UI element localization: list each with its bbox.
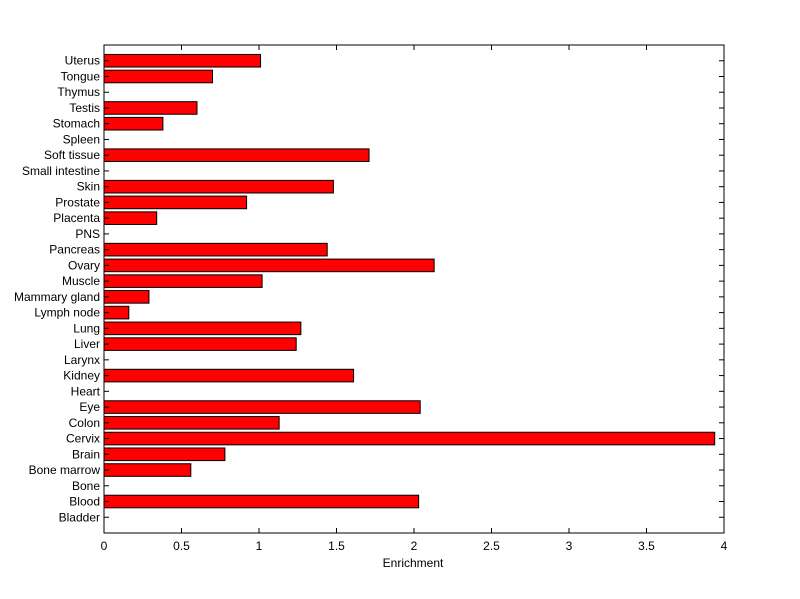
y-tick-label: Colon (69, 416, 100, 430)
y-tick-label: Lung (73, 321, 100, 335)
y-tick-label: Small intestine (22, 164, 100, 178)
x-tick-label: 4 (721, 539, 728, 553)
y-tick-label: Brain (72, 447, 100, 461)
bar-brain (103, 447, 226, 462)
y-tick-label: Soft tissue (44, 148, 100, 162)
bar-cervix (103, 431, 716, 446)
bar-soft-tissue (103, 148, 370, 162)
x-tick-label: 2 (411, 539, 418, 553)
x-tick-label: 1 (256, 539, 263, 553)
bar-eye (103, 400, 421, 414)
x-tick-label: 1.5 (328, 539, 345, 553)
y-tick-label: Lymph node (34, 306, 100, 320)
bar-stomach (103, 116, 164, 131)
y-tick-label: Eye (79, 400, 100, 414)
x-tick-label: 2.5 (483, 539, 500, 553)
plot-frame (103, 44, 725, 534)
y-tick-label: Placenta (53, 211, 100, 225)
bar-tongue (103, 69, 213, 84)
bar-blood (103, 494, 420, 509)
y-tick-label: Cervix (66, 432, 100, 446)
y-tick-label: Tongue (61, 69, 101, 83)
x-tick-label: 3.5 (638, 539, 655, 553)
bar-pancreas (103, 242, 328, 257)
bar-liver (103, 337, 297, 351)
x-ticks-group: 0 0.5 1 1.5 2 2.5 3 3.5 4 (101, 45, 728, 553)
x-tick-label: 3 (566, 539, 573, 553)
y-tick-label: Stomach (53, 117, 100, 131)
bar-uterus (103, 53, 262, 68)
y-tick-label: Kidney (63, 369, 100, 383)
y-tick-label: Liver (74, 337, 100, 351)
bar-colon (103, 416, 280, 430)
y-tick-label: Ovary (68, 258, 100, 272)
bar-mammary-gland (103, 290, 150, 304)
y-tick-label: Bone (72, 479, 100, 493)
y-tick-label: Uterus (65, 54, 100, 68)
bar-skin (103, 179, 334, 194)
y-tick-label: Bladder (59, 510, 100, 524)
y-tick-label: Muscle (62, 274, 100, 288)
x-axis-title: Enrichment (383, 556, 444, 570)
y-tick-label: Spleen (63, 132, 100, 146)
y-tick-label: PNS (75, 227, 100, 241)
y-tick-label: Pancreas (49, 243, 100, 257)
bar-ovary (103, 258, 435, 273)
bar-testis (103, 101, 198, 115)
bar-kidney (103, 368, 355, 383)
bar-prostate (103, 195, 248, 210)
bar-lung (103, 321, 302, 336)
x-tick-label: 0.5 (173, 539, 190, 553)
y-tick-label: Heart (71, 384, 101, 398)
bar-placenta (103, 211, 158, 225)
bar-bone-marrow (103, 463, 192, 477)
y-tick-label: Skin (77, 180, 100, 194)
y-tick-label: Blood (69, 495, 100, 509)
y-tick-label: Larynx (64, 353, 100, 367)
x-tick-label: 0 (101, 539, 108, 553)
y-tick-label: Thymus (57, 85, 100, 99)
bar-muscle (103, 274, 263, 288)
y-tick-label: Mammary gland (14, 290, 100, 304)
y-tick-label: Prostate (55, 195, 100, 209)
y-tick-label: Bone marrow (29, 463, 101, 477)
y-tick-label: Testis (69, 101, 100, 115)
